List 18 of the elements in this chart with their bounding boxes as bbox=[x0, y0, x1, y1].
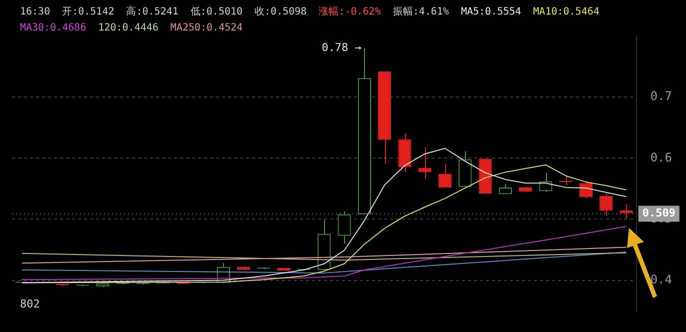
text: 涨幅:-0.62% bbox=[318, 6, 381, 18]
text: 高:0.5241 bbox=[126, 6, 178, 18]
text: 16:30 bbox=[20, 6, 50, 18]
text: 收:0.5098 bbox=[254, 6, 307, 18]
text: 开:0.5142 bbox=[62, 6, 114, 18]
y-tick-label: 0.4 bbox=[650, 272, 672, 286]
y-tick-label: 0.7 bbox=[650, 89, 672, 104]
text: MA30:0.4686 bbox=[20, 22, 86, 34]
text: MA250:0.4524 bbox=[170, 22, 243, 34]
text: 振幅:4.61% bbox=[392, 6, 449, 18]
text: MA5:0.5554 bbox=[460, 6, 522, 18]
text: 低:0.5010 bbox=[190, 6, 243, 18]
annotation: 0.78 → bbox=[322, 41, 362, 54]
text: 120:0.4446 bbox=[98, 22, 158, 34]
annotation: 802 bbox=[20, 298, 40, 311]
text: MA10:0.5464 bbox=[533, 6, 600, 18]
y-tick-label: 0.6 bbox=[650, 150, 672, 164]
ref-line-label: 0.509 bbox=[642, 206, 676, 220]
